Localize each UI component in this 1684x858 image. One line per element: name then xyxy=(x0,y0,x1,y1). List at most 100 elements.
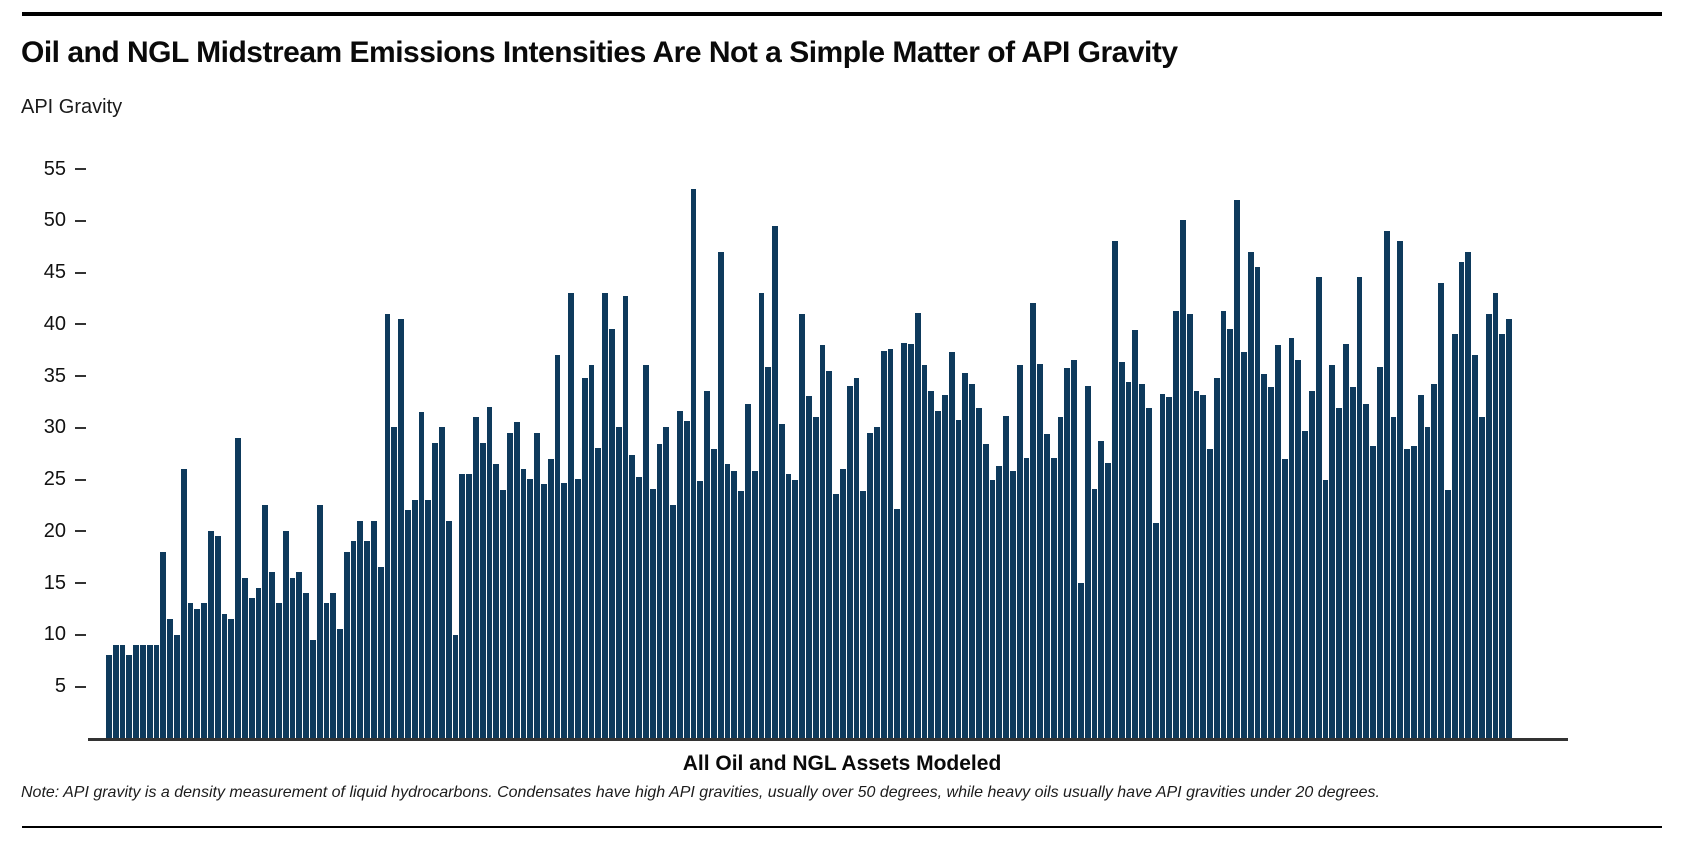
bar xyxy=(718,252,724,738)
bar xyxy=(1465,252,1471,738)
bar xyxy=(813,417,819,738)
bar xyxy=(120,645,126,738)
bar xyxy=(1289,338,1295,738)
bar xyxy=(915,313,921,738)
x-axis-label: All Oil and NGL Assets Modeled xyxy=(0,752,1684,776)
bar xyxy=(337,629,343,738)
bar xyxy=(854,378,860,738)
bar xyxy=(1221,311,1227,738)
bar xyxy=(548,459,554,738)
y-tick-label: 35 xyxy=(26,365,66,388)
bar xyxy=(330,593,336,738)
bar xyxy=(949,352,955,738)
bar xyxy=(697,481,703,738)
bar xyxy=(1268,387,1274,738)
bar xyxy=(575,479,581,738)
bar xyxy=(412,500,418,738)
bar xyxy=(1329,365,1335,738)
bar-chart: 510152025303540455055 xyxy=(22,148,1568,741)
bar xyxy=(888,349,894,738)
bar xyxy=(568,293,574,738)
bar xyxy=(1078,583,1084,738)
bar xyxy=(310,640,316,738)
bar xyxy=(786,474,792,738)
bar xyxy=(752,471,758,738)
bar xyxy=(181,469,187,738)
bar xyxy=(1180,220,1186,738)
bar xyxy=(1411,446,1417,738)
y-axis-title: API Gravity xyxy=(21,96,122,119)
bar xyxy=(1166,397,1172,738)
bar xyxy=(996,466,1002,738)
bar xyxy=(772,226,778,738)
x-axis-line xyxy=(88,738,1568,741)
bar xyxy=(1343,344,1349,738)
bar xyxy=(473,417,479,738)
bar xyxy=(514,422,520,738)
bar xyxy=(446,521,452,738)
bar xyxy=(1105,463,1111,738)
bar xyxy=(684,421,690,738)
bar xyxy=(983,444,989,738)
bar xyxy=(1071,360,1077,738)
bar xyxy=(1499,334,1505,738)
bar xyxy=(820,345,826,738)
bar xyxy=(725,464,731,738)
bar xyxy=(759,293,765,738)
bar xyxy=(616,427,622,738)
bar xyxy=(1112,241,1118,738)
bar xyxy=(201,603,207,738)
bar xyxy=(391,427,397,738)
bar xyxy=(385,314,391,738)
bar xyxy=(1119,362,1125,738)
bar xyxy=(602,293,608,738)
bar xyxy=(290,578,296,738)
bar xyxy=(704,391,710,738)
bar xyxy=(1207,449,1213,738)
bar xyxy=(799,314,805,738)
y-tick-mark xyxy=(75,479,86,481)
page: Oil and NGL Midstream Emissions Intensit… xyxy=(0,0,1684,858)
y-tick-label: 25 xyxy=(26,468,66,491)
y-tick-label: 15 xyxy=(26,572,66,595)
bar xyxy=(1486,314,1492,738)
bar xyxy=(1132,330,1138,738)
bar xyxy=(623,296,629,738)
bar xyxy=(262,505,268,738)
bar xyxy=(1017,365,1023,738)
bar xyxy=(432,443,438,738)
bar xyxy=(208,531,214,738)
bar xyxy=(650,489,656,738)
bar xyxy=(738,491,744,738)
bar xyxy=(1506,319,1512,738)
bar xyxy=(1316,277,1322,738)
bar xyxy=(1363,404,1369,738)
y-tick-label: 5 xyxy=(26,675,66,698)
bar xyxy=(534,433,540,738)
bar xyxy=(371,521,377,738)
bar xyxy=(215,536,221,738)
bar xyxy=(378,567,384,738)
bar xyxy=(453,635,459,739)
bar xyxy=(194,609,200,738)
bar xyxy=(398,319,404,738)
bar xyxy=(670,505,676,738)
bar xyxy=(222,614,228,738)
bar xyxy=(1024,458,1030,739)
bar xyxy=(1295,360,1301,738)
bar xyxy=(1064,368,1070,738)
bar xyxy=(1037,364,1043,738)
bar xyxy=(589,365,595,738)
y-tick-mark xyxy=(75,530,86,532)
bar xyxy=(1248,252,1254,738)
bar xyxy=(357,521,363,738)
bar xyxy=(154,645,160,738)
chart-title: Oil and NGL Midstream Emissions Intensit… xyxy=(21,36,1178,70)
bar xyxy=(595,448,601,738)
bar xyxy=(228,619,234,738)
bar xyxy=(1051,458,1057,739)
bar xyxy=(1357,277,1363,738)
bar xyxy=(1452,334,1458,738)
bar xyxy=(439,427,445,738)
bar xyxy=(1431,384,1437,738)
